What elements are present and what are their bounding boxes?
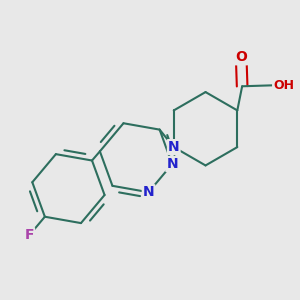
- Text: O: O: [235, 50, 247, 64]
- Text: N: N: [168, 140, 180, 154]
- Text: N: N: [143, 185, 154, 199]
- Text: F: F: [25, 228, 34, 242]
- Text: N: N: [166, 157, 178, 171]
- Text: OH: OH: [273, 79, 294, 92]
